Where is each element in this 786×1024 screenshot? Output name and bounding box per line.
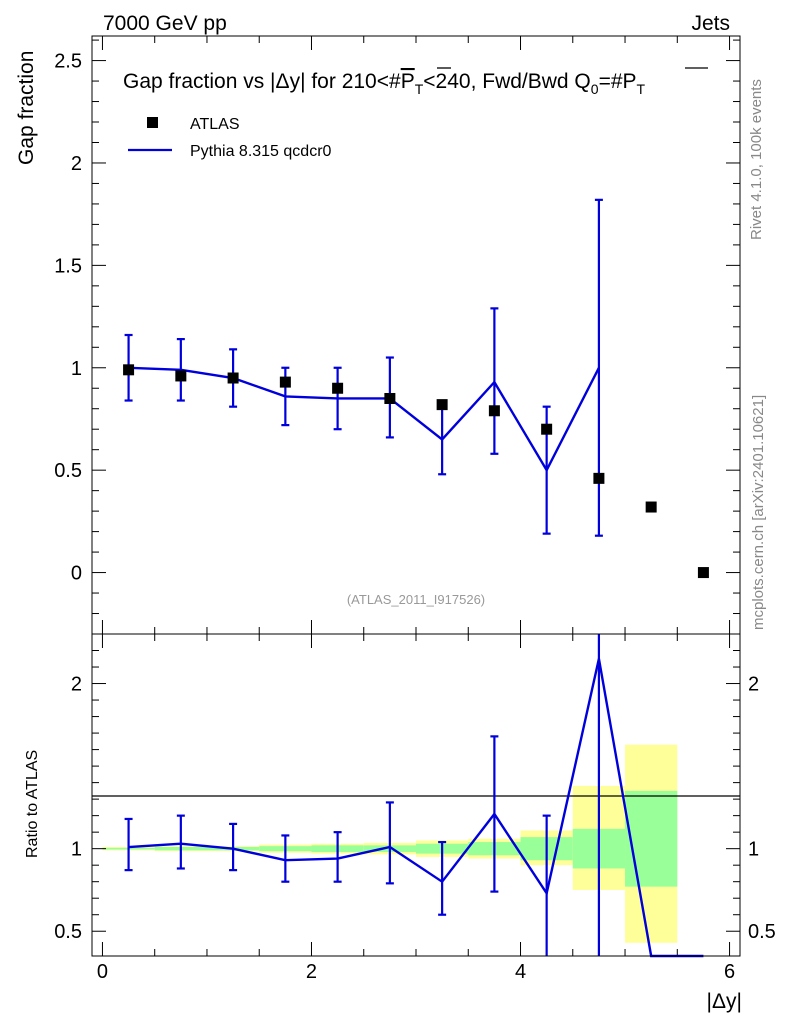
- data-point: [436, 399, 448, 411]
- bottom-y-tick-label: 0.5: [54, 921, 82, 943]
- top-ticks: [92, 36, 740, 634]
- header-left: 7000 GeV pp: [103, 12, 227, 35]
- bottom-y-tick-label-right: 1: [748, 839, 759, 861]
- data-series-top: [123, 364, 709, 579]
- top-y-axis-label: Gap fraction: [15, 51, 38, 165]
- data-point: [593, 472, 605, 484]
- top-y-tick-label: 0.5: [54, 460, 82, 482]
- x-tick-label: 6: [724, 961, 735, 983]
- chart-title: Gap fraction vs |Δy| for 210<#PT<240, Fw…: [123, 70, 646, 97]
- ratio-mc-line: [128, 658, 704, 958]
- data-point: [488, 405, 500, 417]
- top-y-tick-label: 0: [71, 563, 82, 585]
- mc-series-ratio: [124, 634, 704, 958]
- bottom-y-axis-label: Ratio to ATLAS: [24, 750, 41, 858]
- side-label-rivet: Rivet 4.1.0, 100k events: [748, 79, 765, 240]
- mc-line: [128, 366, 600, 473]
- legend-data-marker: [147, 117, 158, 128]
- data-point: [175, 370, 187, 382]
- header-right: Jets: [691, 12, 730, 35]
- x-axis-label: |Δy|: [707, 990, 742, 1013]
- ratio-band-inner: [625, 790, 678, 887]
- bottom-y-tick-labels: 0.5 0.5 1 1 2 2: [54, 674, 776, 944]
- bottom-y-tick-label-right: 2: [748, 674, 759, 696]
- data-point: [279, 376, 291, 388]
- bottom-panel: 0.5 0.5 1 1 2 2 0 2 4 6 Ratio to ATLAS |Δy|: [24, 633, 776, 1013]
- bottom-frame: [91, 633, 741, 957]
- x-tick-label: 4: [515, 961, 526, 983]
- data-point: [227, 372, 239, 384]
- x-tick-labels: 0 2 4 6: [97, 961, 735, 983]
- top-y-tick-label: 1: [71, 358, 82, 380]
- data-point: [384, 392, 396, 404]
- top-y-tick-label: 1.5: [54, 255, 82, 277]
- data-point: [645, 501, 657, 513]
- data-point: [332, 382, 344, 394]
- data-point: [123, 364, 135, 376]
- bottom-y-tick-label: 1: [71, 839, 82, 861]
- data-point: [697, 567, 709, 579]
- bottom-y-tick-label: 2: [71, 674, 82, 696]
- top-y-tick-label: 2.5: [54, 51, 82, 73]
- bottom-y-tick-label-right: 0.5: [748, 921, 776, 943]
- top-panel: 0 0.5 1 1.5 2 2.5 Gap fraction vs |Δy| for 21…: [15, 35, 741, 635]
- analysis-annotation: (ATLAS_2011_I917526): [347, 592, 485, 607]
- bottom-ticks: [92, 634, 740, 956]
- x-tick-label: 2: [306, 961, 317, 983]
- mc-series-top: [124, 198, 603, 537]
- legend-mc-label: Pythia 8.315 qcdcr0: [190, 143, 332, 160]
- legend-data-label: ATLAS: [190, 116, 240, 133]
- x-tick-label: 0: [97, 961, 108, 983]
- top-y-tick-label: 2: [71, 153, 82, 175]
- side-label-mcplots: mcplots.cern.ch [arXiv:2401.10621]: [750, 395, 767, 630]
- data-point: [541, 423, 553, 435]
- top-y-tick-labels: 0 0.5 1 1.5 2 2.5: [54, 51, 82, 585]
